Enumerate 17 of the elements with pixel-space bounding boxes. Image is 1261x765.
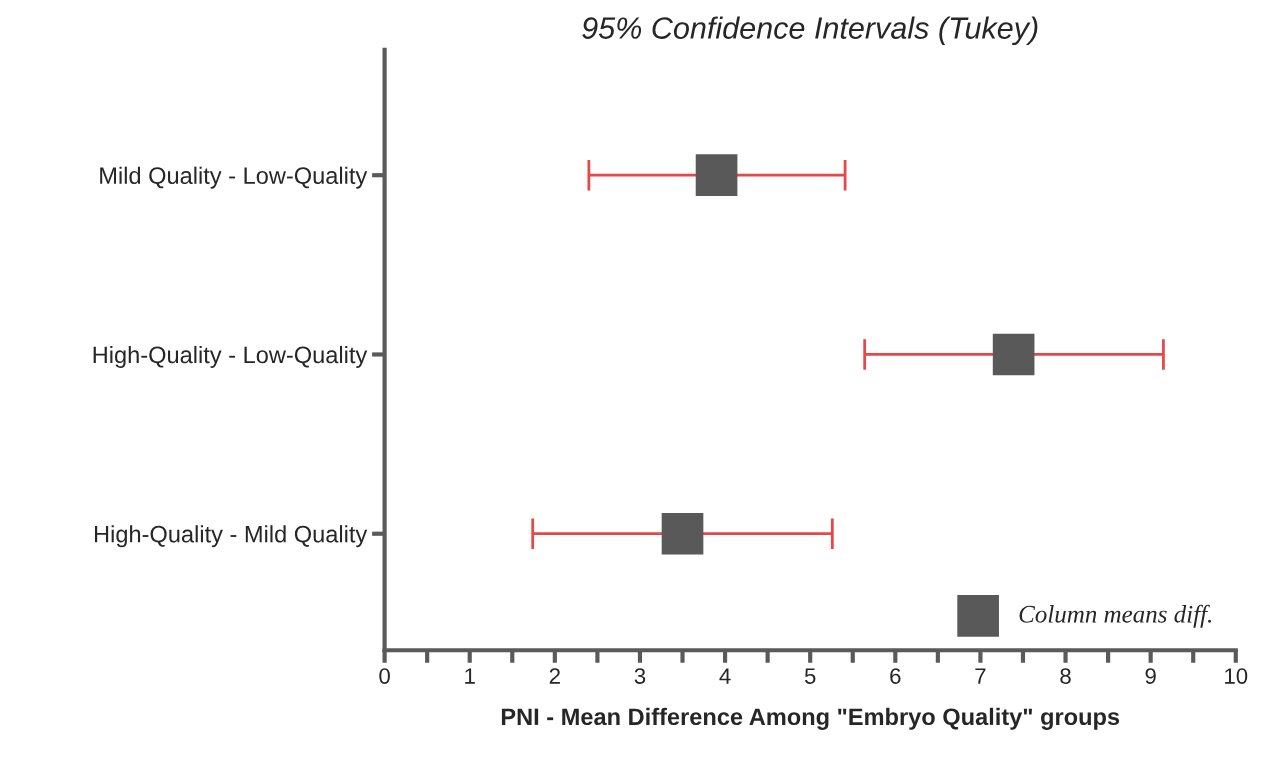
x-axis-title: PNI - Mean Difference Among "Embryo Quality" groups	[501, 707, 1120, 730]
y-tick-label: High-Quality - Mild Quality	[94, 525, 368, 548]
x-tick-label: 7	[975, 668, 986, 684]
x-tick-label: 6	[890, 668, 901, 684]
x-tick-label: 3	[634, 668, 646, 684]
y-tick-label: High-Quality - Low-Quality	[93, 345, 368, 368]
x-tick-label: 10	[1225, 668, 1248, 684]
x-tick-label: 2	[549, 668, 560, 684]
y-tick-label: Mild Quality - Low-Quality	[100, 166, 368, 189]
x-tick-label: 5	[804, 668, 816, 684]
x-tick-label: 0	[379, 668, 390, 684]
x-tick-label: 8	[1060, 668, 1071, 684]
x-tick-label: 9	[1145, 668, 1156, 684]
legend-label: Column means diff.	[1019, 604, 1212, 628]
x-tick-label: 1	[465, 668, 475, 684]
x-tick-label: 4	[719, 668, 731, 684]
chart-title: 95% Confidence Intervals (Tukey)	[582, 16, 1038, 45]
